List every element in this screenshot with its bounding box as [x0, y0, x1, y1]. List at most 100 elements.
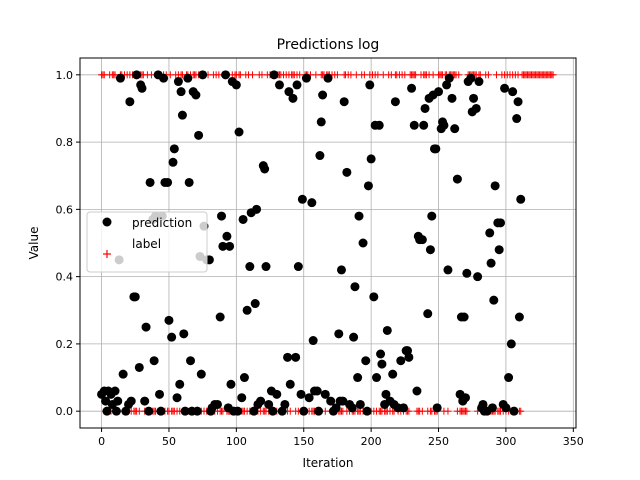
prediction-point — [486, 258, 496, 268]
prediction-point — [347, 403, 357, 413]
plot-frame — [79, 57, 577, 429]
prediction-point — [334, 329, 344, 339]
x-tick-label: 100 — [226, 435, 247, 448]
prediction-point — [179, 329, 189, 339]
prediction-point — [101, 396, 111, 406]
prediction-point — [184, 177, 194, 187]
prediction-point — [514, 312, 524, 322]
x-tick-label: 200 — [361, 435, 382, 448]
prediction-point — [269, 70, 279, 80]
chart-title: Predictions log — [277, 37, 380, 53]
prediction-series — [97, 70, 526, 416]
prediction-point — [362, 406, 372, 416]
prediction-point — [312, 386, 322, 396]
legend-prediction-marker — [102, 217, 112, 227]
prediction-point — [423, 309, 433, 319]
prediction-point — [274, 80, 284, 90]
prediction-point — [478, 399, 488, 409]
prediction-point — [175, 379, 185, 389]
prediction-point — [145, 177, 155, 187]
prediction-point — [283, 352, 293, 362]
prediction-point — [439, 120, 449, 130]
prediction-point — [353, 373, 363, 383]
legend-label-label: label — [132, 237, 161, 251]
prediction-point — [382, 325, 392, 335]
prediction-point — [183, 73, 193, 83]
prediction-point — [172, 393, 182, 403]
label-point — [549, 71, 557, 79]
x-tick-label: 350 — [563, 435, 584, 448]
prediction-point — [212, 399, 222, 409]
prediction-point — [168, 157, 178, 167]
legend-label-marker — [103, 250, 111, 258]
prediction-point — [221, 70, 231, 80]
prediction-point — [331, 403, 341, 413]
prediction-point — [264, 399, 274, 409]
x-axis-ticks: 0 50 100 150 200 250 300 350 — [98, 428, 584, 448]
prediction-point — [489, 295, 499, 305]
prediction-point — [388, 369, 398, 379]
x-tick-label: 250 — [428, 435, 449, 448]
prediction-point — [252, 204, 262, 214]
prediction-point — [355, 399, 365, 409]
prediction-point — [323, 73, 333, 83]
prediction-point — [326, 396, 336, 406]
prediction-point — [381, 389, 391, 399]
prediction-point — [316, 117, 326, 127]
prediction-point — [377, 359, 387, 369]
prediction-point — [501, 403, 511, 413]
prediction-point — [460, 393, 470, 403]
prediction-point — [354, 211, 364, 221]
prediction-point — [339, 97, 349, 107]
y-tick-label: 0.0 — [56, 405, 74, 418]
prediction-point — [404, 352, 414, 362]
prediction-point — [506, 339, 516, 349]
prediction-point — [301, 73, 311, 83]
prediction-point — [285, 379, 295, 389]
label-point — [444, 407, 452, 415]
prediction-point — [118, 369, 128, 379]
prediction-point — [471, 103, 481, 113]
legend-box — [86, 211, 208, 273]
prediction-point — [443, 265, 453, 275]
prediction-point — [284, 87, 294, 97]
prediction-point — [245, 262, 255, 272]
label-point — [484, 71, 492, 79]
prediction-point — [132, 70, 142, 80]
prediction-point — [137, 83, 147, 93]
prediction-point — [226, 379, 236, 389]
prediction-point — [349, 332, 359, 342]
prediction-point — [374, 120, 384, 130]
prediction-point — [320, 389, 330, 399]
prediction-point — [407, 83, 417, 93]
prediction-point — [403, 346, 413, 356]
prediction-point — [180, 406, 190, 416]
prediction-point — [249, 406, 259, 416]
prediction-point — [513, 97, 523, 107]
prediction-point — [361, 356, 371, 366]
prediction-point — [222, 231, 232, 241]
prediction-point — [494, 245, 504, 255]
prediction-point — [504, 373, 514, 383]
prediction-point — [366, 154, 376, 164]
prediction-point — [111, 406, 121, 416]
prediction-point — [296, 389, 306, 399]
prediction-point — [299, 406, 309, 416]
prediction-point — [496, 218, 506, 228]
prediction-point — [336, 265, 346, 275]
prediction-point — [242, 305, 252, 315]
x-tick-label: 300 — [495, 435, 516, 448]
prediction-point — [159, 73, 169, 83]
prediction-point — [141, 322, 151, 332]
prediction-point — [427, 211, 437, 221]
prediction-point — [218, 241, 228, 251]
prediction-point — [450, 124, 460, 134]
label-point — [405, 407, 413, 415]
prediction-point — [358, 238, 368, 248]
prediction-point — [110, 386, 120, 396]
prediction-point — [419, 120, 429, 130]
prediction-point — [462, 268, 472, 278]
prediction-point — [250, 299, 260, 309]
prediction-point — [338, 396, 348, 406]
